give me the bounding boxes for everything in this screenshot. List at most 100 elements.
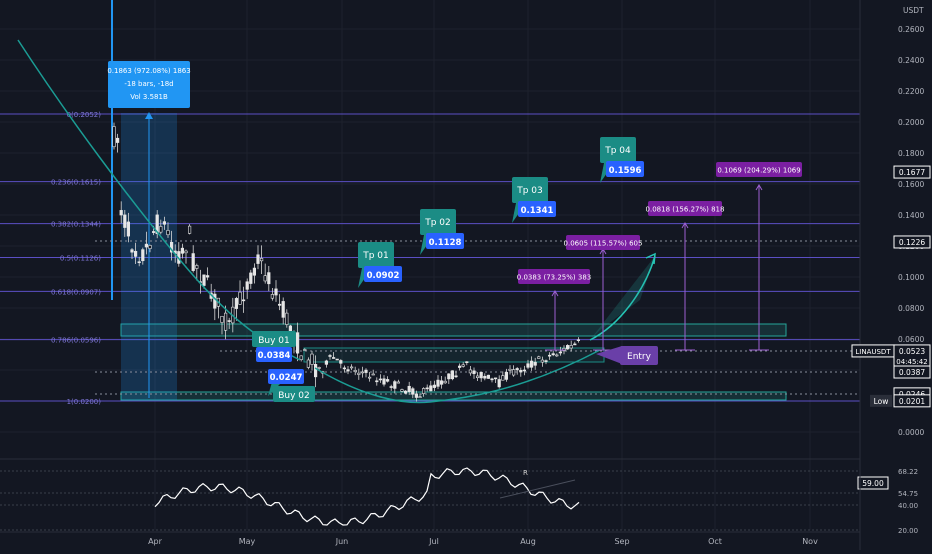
- month-aug: Aug: [520, 537, 536, 546]
- candle-body-449: [447, 373, 451, 380]
- measure-tooltip-line2: -18 bars, -18d: [124, 80, 173, 88]
- projection-fill: [590, 256, 655, 340]
- candle-body-355: [353, 369, 357, 372]
- gain-label-4[interactable]: [716, 162, 802, 177]
- buy02-price-badge[interactable]: [268, 369, 304, 384]
- candle-body-287: [285, 312, 289, 325]
- fib-label-2: 0.382(0.1344): [51, 221, 101, 229]
- candle-body-136: [134, 250, 138, 257]
- price-tick-8: 0.1000: [898, 273, 924, 282]
- measure-tooltip-line3: Vol 3.581B: [130, 93, 168, 101]
- rsi-tick-3: 20.00: [898, 527, 918, 535]
- gain-label-2[interactable]: [566, 235, 640, 250]
- fib-retracement[interactable]: 0(0.2052) 0.236(0.1615) 0.382(0.1344) 0.5(0…: [0, 111, 860, 406]
- countdown-text: 04:45:42: [896, 358, 927, 366]
- rsi-line[interactable]: [154, 467, 580, 526]
- candle-body-578: [576, 339, 580, 342]
- candle-body-229: [227, 320, 231, 322]
- month-jul: Jul: [428, 537, 439, 546]
- candle-body-125: [123, 214, 127, 228]
- candle-body-406: [403, 390, 408, 394]
- rsi-divergence-line: [499, 479, 576, 499]
- candle-body-272: [270, 294, 275, 299]
- tp-price-badge-1[interactable]: [364, 266, 402, 282]
- tp-label-2[interactable]: [420, 209, 456, 235]
- support-zone[interactable]: [120, 391, 787, 401]
- fib-label-4: 0.618(0.0907): [51, 288, 101, 296]
- price-tick-3: 0.2000: [898, 118, 924, 127]
- candle-body-146: [144, 243, 149, 248]
- gain-label-1[interactable]: [518, 269, 590, 284]
- month-nov: Nov: [802, 537, 818, 546]
- tp-name-1: Tp 01: [362, 251, 389, 261]
- rounded-bottom-curve[interactable]: [314, 349, 601, 404]
- rsi-value: 59.00: [862, 479, 884, 488]
- candle-body-427: [425, 387, 429, 390]
- candle-body-452: [450, 370, 455, 380]
- entry-label[interactable]: [620, 346, 658, 365]
- tp-label-4[interactable]: [600, 137, 636, 163]
- buy01-name: Buy 01: [258, 336, 290, 346]
- price-tick-1: 0.2400: [898, 56, 924, 65]
- time-axis[interactable]: Apr May Jun Jul Aug Sep Oct Nov: [0, 531, 860, 546]
- candle-body-391: [389, 386, 393, 388]
- gain-arrowhead-0: [551, 290, 559, 297]
- gain-arrowhead-3: [755, 184, 763, 191]
- low-tag: [870, 394, 892, 407]
- candle-body-463: [461, 364, 465, 367]
- resistance-zone[interactable]: [120, 323, 787, 337]
- candle-body-298: [295, 332, 300, 354]
- fib-label-5: 0.786(0.0596): [51, 337, 101, 345]
- projection-arrow[interactable]: [589, 255, 656, 341]
- price-axis[interactable]: USDT 0.2600 0.2400 0.2200 0.2000 0.1800 0.1600…: [851, 0, 931, 550]
- month-may: May: [239, 537, 256, 546]
- candle-body-280: [277, 303, 282, 306]
- month-oct: Oct: [708, 537, 722, 546]
- candle-body-197: [195, 265, 199, 269]
- candle-body-247: [245, 281, 249, 290]
- gain-label-text-3: 0.0818 (156.27%) 818: [646, 206, 725, 214]
- tp-label-3[interactable]: [512, 177, 548, 203]
- tp-label-1[interactable]: [358, 242, 394, 268]
- tp-price-badge-4[interactable]: [606, 161, 644, 177]
- candle-body-215: [213, 293, 217, 309]
- buy02-label[interactable]: [273, 386, 315, 402]
- tp-price-badge-3[interactable]: [518, 201, 556, 217]
- rsi-pane[interactable]: R 59.00 68.22 54.75 40.00 20.00: [0, 467, 918, 535]
- candle-body-517: [515, 368, 519, 371]
- symbol-tag-text: LINAUSDT: [855, 348, 891, 356]
- candle-body-524: [522, 369, 526, 372]
- tp-name-2: Tp 02: [424, 218, 451, 228]
- buy01-price-badge[interactable]: [256, 347, 292, 362]
- candle-body-521: [519, 370, 523, 373]
- candle-body-161: [159, 226, 163, 233]
- measure-tooltip[interactable]: [108, 61, 190, 108]
- tp-price-badge-2[interactable]: [426, 233, 464, 249]
- candle-body-571: [569, 345, 573, 349]
- candle-body-348: [346, 369, 350, 372]
- fib-label-1: 0.236(0.1615): [51, 179, 101, 187]
- price-badge-text-5: 0.0201: [899, 397, 925, 406]
- candle-body-510: [508, 368, 512, 371]
- price-badge-1: [893, 235, 931, 249]
- price-tick-6: 0.1400: [898, 211, 924, 220]
- candle-body-118: [116, 137, 120, 143]
- buy01-label[interactable]: [252, 331, 296, 347]
- candle-body-377: [375, 380, 379, 383]
- candle-body-308: [306, 359, 311, 368]
- buy01-price: 0.0384: [258, 351, 291, 361]
- candle-body-434: [432, 384, 437, 388]
- candle-body-244: [242, 299, 246, 302]
- candle-body-481: [479, 371, 483, 379]
- candle-body-488: [486, 374, 491, 379]
- price-tick-2: 0.2200: [898, 87, 924, 96]
- gain-label-3[interactable]: [648, 201, 722, 216]
- candle-body-276: [274, 288, 278, 296]
- candle-body-535: [533, 361, 537, 366]
- tp-name-3: Tp 03: [516, 186, 543, 196]
- price-tick-10: 0.0600: [898, 335, 924, 344]
- candle-body-121: [119, 210, 123, 216]
- candle-body-208: [206, 275, 210, 278]
- candle-body-157: [155, 214, 159, 234]
